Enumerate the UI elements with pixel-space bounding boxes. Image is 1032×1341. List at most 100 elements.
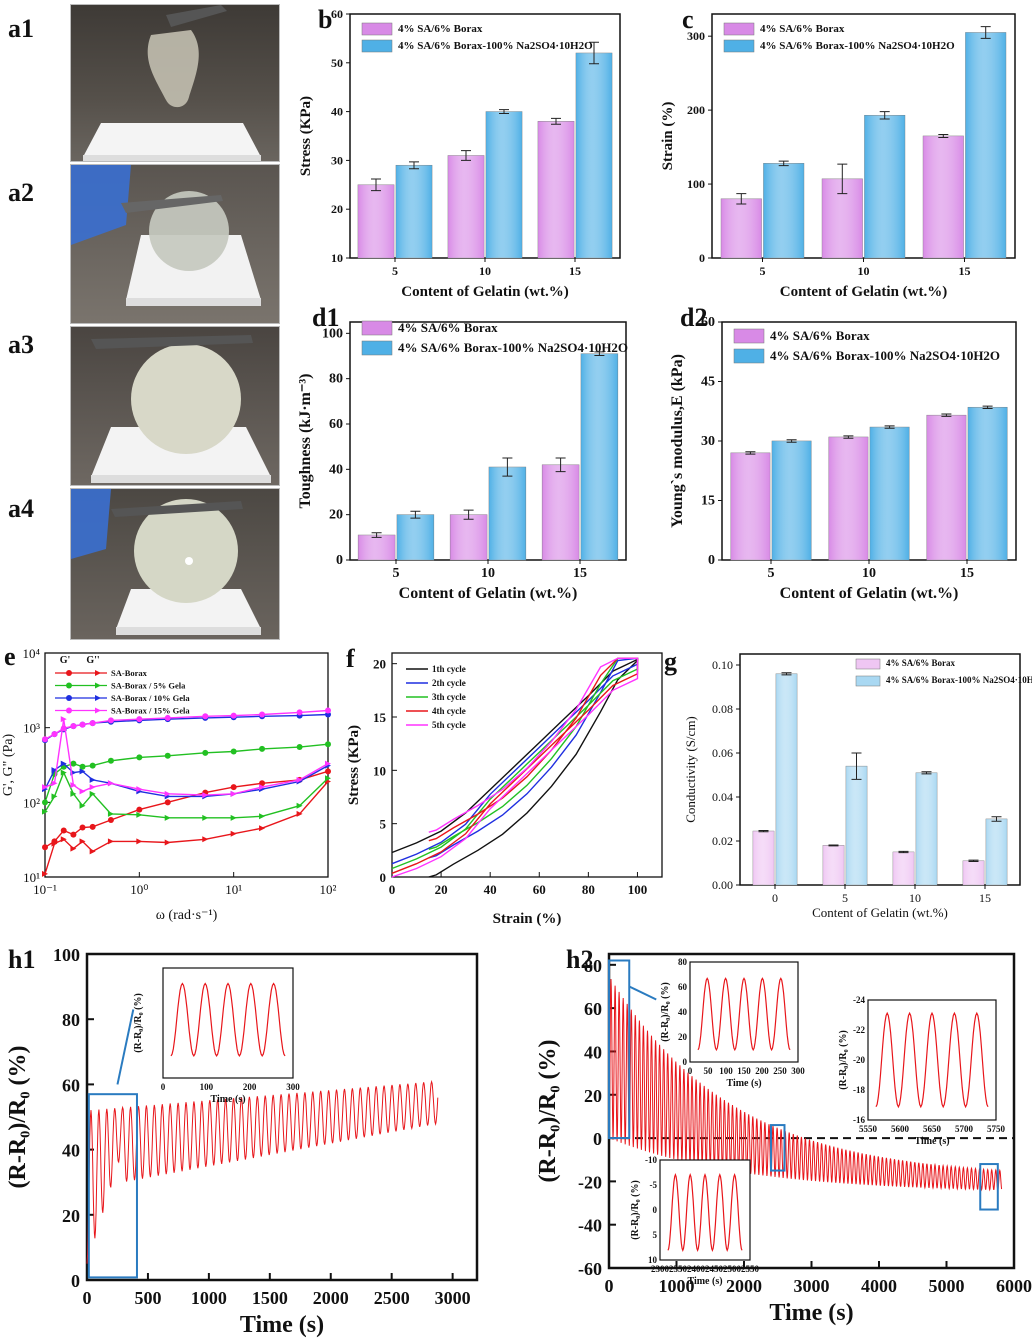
point-e-1-Gpp-5 xyxy=(89,790,96,797)
errorbar-c-s1-c1 xyxy=(879,111,890,120)
ytick-label: 0 xyxy=(380,870,387,885)
errorbar-b-s0-c2 xyxy=(551,117,561,125)
photo-a1-drawing xyxy=(83,5,261,161)
point-e-1-Gpp-3 xyxy=(70,790,77,797)
point-e-0-Gpp-4 xyxy=(79,838,86,845)
xtick-label: 40 xyxy=(484,882,497,897)
panel-label-a1: a1 xyxy=(8,14,34,43)
point-e-1-Gpp-2 xyxy=(60,769,67,776)
point-e-0-Gp-3 xyxy=(70,831,77,838)
point-e-1-Gpp-12 xyxy=(296,802,303,809)
inset-ytick-label: 20 xyxy=(678,1032,688,1042)
x-axis-label: Content of Gelatin (wt.%) xyxy=(399,585,578,602)
ytick-label: 0 xyxy=(708,553,715,568)
bar-shine-d2-s1-c1 xyxy=(870,427,910,560)
callout-arrow xyxy=(116,1009,135,1085)
bar-shine-b-s1-c0 xyxy=(396,165,432,258)
x-axis-label: Time (s) xyxy=(240,1312,324,1338)
inset-xtick-label: 2350 xyxy=(669,1264,688,1274)
bar-shine-d2-s1-c0 xyxy=(772,441,812,560)
inset-ytick-label: 60 xyxy=(678,982,688,992)
ytick-label: -20 xyxy=(578,1172,602,1192)
legend-marker-gp xyxy=(66,695,72,701)
ytick-label: 15 xyxy=(701,494,715,509)
point-e-3-Gp-10 xyxy=(230,712,237,719)
panel-label-h1: h1 xyxy=(8,945,35,974)
inset-x-label: Time (s) xyxy=(687,1276,722,1287)
point-e-1-Gp-12 xyxy=(296,744,303,751)
errorbar-d2-s1-c1 xyxy=(884,425,895,429)
bar-shine-b-s1-c2 xyxy=(576,53,612,258)
errorbar-d1-s1-c0 xyxy=(410,510,421,519)
point-e-2-Gpp-2 xyxy=(60,760,67,767)
panel-label-a2: a2 xyxy=(8,178,34,207)
ytick-label: -40 xyxy=(578,1216,602,1236)
inset-xtick-label: 300 xyxy=(791,1066,805,1076)
legend-label: SA-Borax / 5% Gela xyxy=(111,681,186,691)
point-e-3-Gpp-1 xyxy=(51,780,58,787)
photo-a3-drawing xyxy=(91,335,271,483)
point-e-0-Gpp-5 xyxy=(89,848,96,855)
inset-xtick-label: 2450 xyxy=(705,1264,724,1274)
errorbar-d2-s0-c2 xyxy=(941,413,952,417)
inset-ytick-label: 0 xyxy=(683,1057,688,1067)
inset-h2-1: 0 50 100 150 200 250 300 0 20 40 60 80 Time (s) (R-R₀… xyxy=(660,957,805,1089)
photo-a4-drawing xyxy=(71,489,261,635)
point-e-1-Gpp-13 xyxy=(325,775,331,782)
legend-swatch xyxy=(361,320,393,336)
xtick-label: 5000 xyxy=(929,1276,965,1296)
bar-shine-d1-s0-c2 xyxy=(542,464,579,560)
ytick-label: 20 xyxy=(373,657,386,672)
point-e-3-Gp-3 xyxy=(70,723,77,730)
inset-h1: 0 100 200 300 Time (s) (R-R₀)/R₀ (%) xyxy=(133,967,300,1105)
bar-shine-c-s0-c2 xyxy=(923,136,964,258)
plot-frame xyxy=(391,652,663,878)
xtick-label: 10 xyxy=(858,264,870,278)
ytick-label: 0 xyxy=(336,553,343,568)
inset-ytick-label: -5 xyxy=(650,1180,658,1190)
legend-label: SA-Borax / 15% Gela xyxy=(111,706,190,716)
point-e-1-Gp-9 xyxy=(202,749,209,756)
legend-marker-gpp xyxy=(95,707,101,714)
ytick-label: 60 xyxy=(331,7,343,21)
legend-header-gp: G' xyxy=(60,655,71,666)
point-e-1-Gp-7 xyxy=(136,754,143,761)
inset-xtick-label: 0 xyxy=(161,1082,166,1092)
point-e-3-Gpp-10 xyxy=(230,790,237,797)
xtick-label: 0 xyxy=(389,882,396,897)
inset-xtick-label: 200 xyxy=(243,1082,257,1092)
bar-shine-d1-s1-c2 xyxy=(581,353,618,560)
ytick-label: 200 xyxy=(687,103,705,117)
ytick-label: 40 xyxy=(331,105,343,119)
ytick-label: 10 xyxy=(373,763,386,778)
bar-shine-b-s0-c2 xyxy=(538,121,574,258)
legend-marker-gpp xyxy=(95,670,101,676)
bar-shine-b-s0-c0 xyxy=(358,184,394,258)
inset-xtick-label: 2500 xyxy=(723,1264,742,1274)
y-axis-label: (R-R₀)/R₀ (%) xyxy=(535,1039,561,1182)
inset-y-label: (R-R₀)/R₀ (%) xyxy=(133,993,144,1053)
xtick-label: 10 xyxy=(909,891,921,905)
ytick-label: 10 xyxy=(331,251,343,265)
line-e-1-Gp xyxy=(44,743,329,803)
legend-label: 4% SA/6% Borax-100% Na2SO4·10H2O xyxy=(398,340,628,355)
xtick-label: 2000 xyxy=(726,1276,762,1296)
trace-h2 xyxy=(608,978,1003,1192)
point-e-3-Gpp-11 xyxy=(259,784,266,791)
xtick-label: 2500 xyxy=(374,1288,410,1308)
xtick-label: 10² xyxy=(320,882,337,897)
inset-xtick-label: 50 xyxy=(704,1066,714,1076)
point-e-3-Gpp-4 xyxy=(79,788,86,795)
bar-shine-g-s0-c2 xyxy=(893,852,914,885)
ytick-label: 300 xyxy=(687,29,705,43)
point-e-0-Gpp-9 xyxy=(202,836,209,843)
callout-arrow-1 xyxy=(628,985,657,1001)
errorbar-d1-s0-c1 xyxy=(463,509,474,520)
errorbar-g-s0-c3 xyxy=(968,859,979,862)
ytick-label: 100 xyxy=(687,177,705,191)
ytick-label: 50 xyxy=(331,56,343,70)
plot-frame xyxy=(85,952,479,1282)
legend-swatch xyxy=(723,39,755,53)
bar-shine-d1-s1-c0 xyxy=(397,514,434,560)
